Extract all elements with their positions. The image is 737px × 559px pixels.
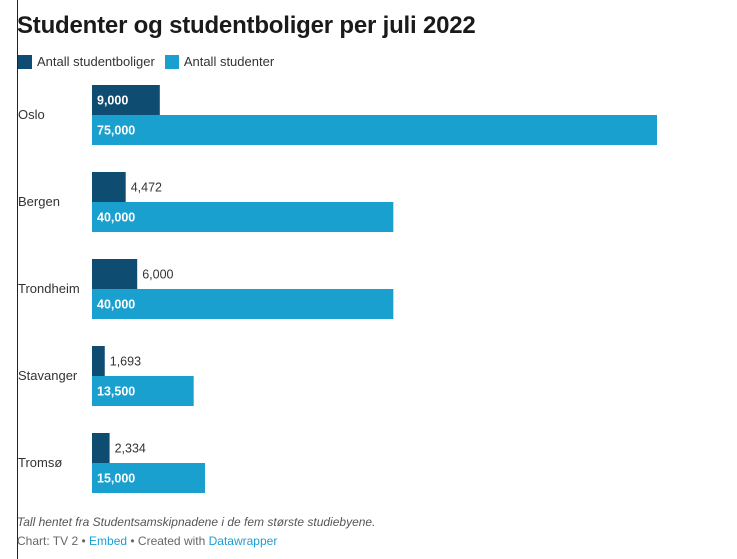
bar-stavanger-studenter	[92, 376, 194, 406]
credits-created-with: • Created with	[127, 534, 209, 548]
bar-trondheim-studenter	[92, 289, 394, 319]
embed-link[interactable]: Embed	[89, 534, 128, 548]
category-label-tromso: Tromsø	[18, 455, 62, 470]
bar-oslo-studentboliger	[92, 85, 160, 115]
legend: Antall studentboliger Antall studenter	[18, 54, 284, 69]
credits-source: Chart: TV 2 •	[17, 534, 90, 548]
category-label-bergen: Bergen	[18, 194, 60, 209]
legend-label-studentboliger: Antall studentboliger	[37, 54, 155, 69]
chart-notes: Tall hentet fra Studentsamskipnadene i d…	[17, 515, 376, 529]
value-label-stavanger-studenter: 13,500	[97, 385, 135, 399]
legend-item-studentboliger: Antall studentboliger	[18, 54, 155, 69]
bar-oslo-studenter	[92, 115, 657, 145]
category-label-trondheim: Trondheim	[18, 281, 80, 296]
legend-swatch-studentboliger	[18, 54, 32, 69]
value-label-bergen-studentboliger: 4,472	[131, 181, 162, 195]
value-label-trondheim-studentboliger: 6,000	[142, 268, 173, 282]
chart-title: Studenter og studentboliger per juli 202…	[17, 12, 476, 39]
value-label-bergen-studenter: 40,000	[97, 211, 135, 225]
legend-swatch-studenter	[164, 54, 179, 69]
value-label-tromso-studentboliger: 2,334	[115, 442, 146, 456]
bar-trondheim-studentboliger	[92, 259, 138, 289]
value-label-stavanger-studentboliger: 1,693	[110, 355, 141, 369]
value-label-tromso-studenter: 15,000	[97, 472, 135, 486]
legend-item-studenter: Antall studenter	[164, 54, 275, 69]
category-label-oslo: Oslo	[18, 107, 45, 122]
value-label-trondheim-studenter: 40,000	[97, 298, 135, 312]
legend-label-studenter: Antall studenter	[183, 54, 275, 69]
chart-credits: Chart: TV 2 • Embed • Created with Dataw…	[17, 534, 277, 548]
value-label-oslo-studenter: 75,000	[97, 124, 135, 138]
bar-stavanger-studentboliger	[92, 346, 105, 376]
category-label-stavanger: Stavanger	[18, 368, 78, 383]
bar-bergen-studentboliger	[92, 172, 126, 202]
bar-bergen-studenter	[92, 202, 394, 232]
value-label-oslo-studentboliger: 9,000	[97, 94, 128, 108]
datawrapper-link[interactable]: Datawrapper	[208, 534, 278, 548]
left-rule	[17, 0, 18, 559]
bar-tromso-studenter	[92, 463, 205, 493]
bar-tromso-studentboliger	[92, 433, 110, 463]
